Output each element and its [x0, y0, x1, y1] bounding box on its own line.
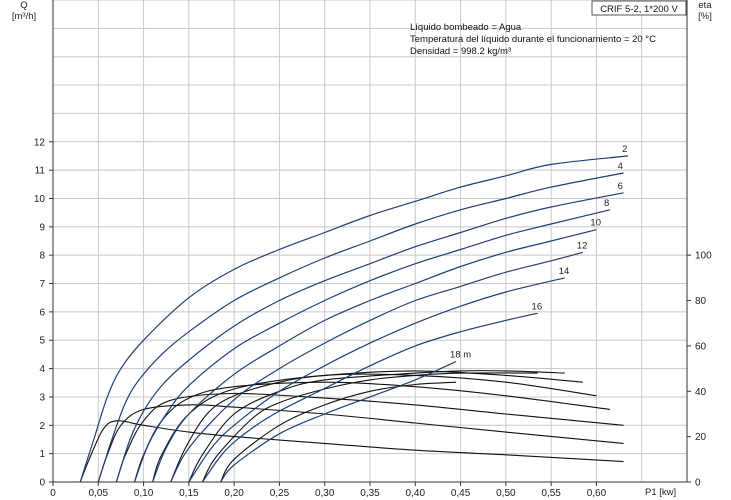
fluid-info-line-2: Temperatura del líquido durante el funci… — [410, 34, 656, 45]
y-left-tick-label: 0 — [39, 478, 45, 489]
flow-curve-label: 14 — [559, 266, 570, 277]
y-left-tick-label: 3 — [39, 392, 45, 403]
y-right-tick-label: 60 — [695, 341, 707, 352]
y-left-tick-label: 8 — [39, 251, 45, 262]
flow-curve-6 — [115, 192, 624, 483]
y-left-tick-label: 5 — [39, 336, 45, 347]
x-axis-title: P1 [kw] — [645, 487, 676, 498]
tick-labels: 0 0,05 0,10 0,15 0,20 0,25 0,30 0,35 0,40 0,45 0,5… — [34, 137, 712, 499]
flow-curve-label: 6 — [618, 181, 623, 192]
flow-curve-label: 16 — [532, 301, 543, 312]
flow-curve-label: 12 — [577, 240, 588, 251]
x-tick-label: 0,30 — [315, 488, 335, 499]
model-label: CRIF 5-2, 1*200 V — [600, 4, 678, 15]
flow-curve-2 — [79, 155, 629, 483]
y-left-tick-label: 9 — [39, 222, 45, 233]
flow-curve-label: 10 — [590, 218, 601, 229]
flow-curve-12 — [170, 251, 583, 483]
flow-curve-14 — [188, 277, 565, 483]
efficiency-curve — [79, 420, 624, 483]
x-tick-label: 0,35 — [360, 488, 380, 499]
efficiency-curve — [115, 392, 624, 483]
flow-curve-18-m — [220, 360, 457, 483]
x-tick-label: 0 — [50, 488, 56, 499]
flow-curve-4 — [97, 172, 624, 483]
x-tick-label: 0,15 — [179, 488, 199, 499]
y-right-tick-label: 80 — [695, 296, 707, 307]
x-tick-label: 0,45 — [451, 488, 471, 499]
y-left-tick-label: 2 — [39, 421, 45, 432]
efficiency-curve — [97, 404, 624, 483]
efficiency-curve — [188, 370, 565, 483]
y-left-tick-label: 10 — [34, 194, 46, 205]
x-tick-label: 0,50 — [496, 488, 516, 499]
efficiency-curve — [170, 370, 583, 483]
y-left-tick-label: 12 — [34, 137, 46, 148]
flow-curve-label: 2 — [622, 144, 627, 155]
x-tick-label: 0,25 — [270, 488, 290, 499]
flow-curve-8 — [133, 209, 611, 483]
y-right-tick-label: 0 — [695, 478, 701, 489]
y-left-tick-label: 1 — [39, 449, 45, 460]
x-tick-label: 0,05 — [89, 488, 109, 499]
y-right-axis-unit: [%] — [698, 11, 712, 22]
y-right-tick-label: 100 — [695, 251, 712, 262]
flow-curve-label: 4 — [618, 161, 623, 172]
flow-curve-16 — [201, 312, 538, 483]
flow-curve-label: 8 — [604, 198, 609, 209]
fluid-info-line-1: Líquido bombeado = Agua — [410, 22, 522, 33]
x-tick-label: 0,20 — [224, 488, 244, 499]
x-tick-label: 0,60 — [587, 488, 607, 499]
flow-curve-10 — [152, 229, 597, 483]
x-tick-label: 0,10 — [134, 488, 154, 499]
y-right-axis-title: eta — [698, 0, 712, 11]
flow-curve-label: 18 m — [450, 350, 471, 361]
fluid-info-line-3: Densidad = 998.2 kg/m³ — [410, 46, 511, 57]
y-left-axis-title: Q — [20, 0, 27, 11]
y-left-axis-unit: [m³/h] — [12, 11, 36, 22]
y-right-tick-label: 40 — [695, 387, 707, 398]
y-left-tick-label: 11 — [35, 166, 46, 177]
efficiency-curve — [220, 381, 457, 483]
efficiency-curves — [79, 370, 624, 483]
x-tick-label: 0,40 — [406, 488, 426, 499]
y-right-tick-label: 20 — [695, 432, 707, 443]
y-left-tick-label: 6 — [39, 307, 45, 318]
y-left-tick-label: 4 — [39, 364, 45, 375]
model-label-box — [591, 0, 687, 16]
y-left-tick-label: 7 — [39, 279, 45, 290]
x-tick-label: 0,55 — [541, 488, 561, 499]
